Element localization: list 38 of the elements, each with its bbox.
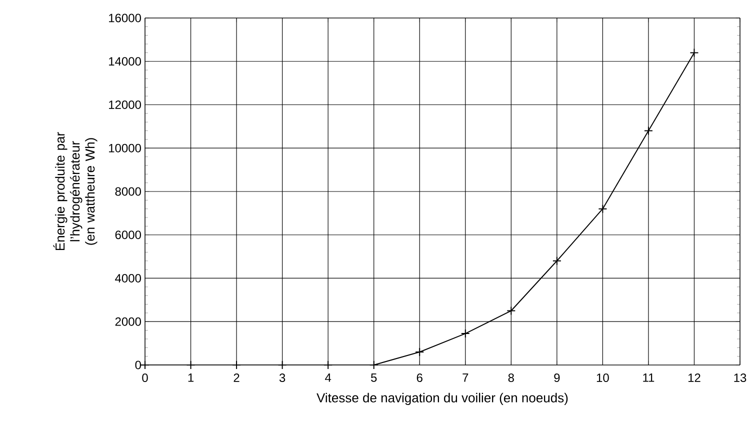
y-tick-label: 14000: [109, 57, 141, 66]
y-tick-label: 4000: [115, 274, 142, 282]
x-tick-label: 8: [508, 374, 514, 382]
point: [324, 360, 333, 370]
x-axis-title: Vitesse de navigation du voilier (en noeuds): [316, 392, 568, 405]
x-tick-label: 11: [643, 374, 654, 382]
point: [506, 306, 516, 316]
point: [690, 48, 699, 58]
x-tick-label: 6: [416, 374, 422, 382]
x-tick-label: 1: [188, 374, 194, 382]
point: [552, 256, 562, 266]
x-tick-label: 5: [370, 374, 377, 382]
point: [598, 204, 608, 214]
point: [232, 360, 242, 370]
y-axis-title: Énergie produite par l’hydrogénérateur (en wattheure Wh): [53, 132, 98, 250]
point: [644, 126, 653, 136]
point: [415, 347, 424, 356]
x-tick-label: 13: [734, 374, 746, 382]
x-tick-label: 12: [688, 374, 700, 382]
x-tick-label: 9: [554, 374, 560, 382]
x-tick-label: 0: [142, 374, 148, 382]
point: [140, 360, 150, 370]
point: [369, 360, 378, 370]
y-tick-label: 16000: [109, 14, 141, 22]
point: [460, 329, 470, 338]
point: [186, 360, 196, 370]
y-tick-label: 0: [135, 360, 142, 370]
y-tick-label: 6000: [115, 230, 142, 240]
point: [278, 360, 287, 370]
x-tick-label: 3: [279, 374, 286, 382]
x-tick-label: 10: [596, 374, 609, 382]
x-tick-label: 2: [234, 374, 240, 382]
y-tick-label: 10000: [109, 144, 141, 152]
x-tick-label: 7: [462, 374, 468, 382]
y-tick-label: 8000: [115, 187, 142, 196]
y-tick-label: 2000: [115, 317, 142, 326]
y-tick-label: 12000: [109, 100, 141, 109]
x-tick-label: 4: [325, 374, 332, 382]
